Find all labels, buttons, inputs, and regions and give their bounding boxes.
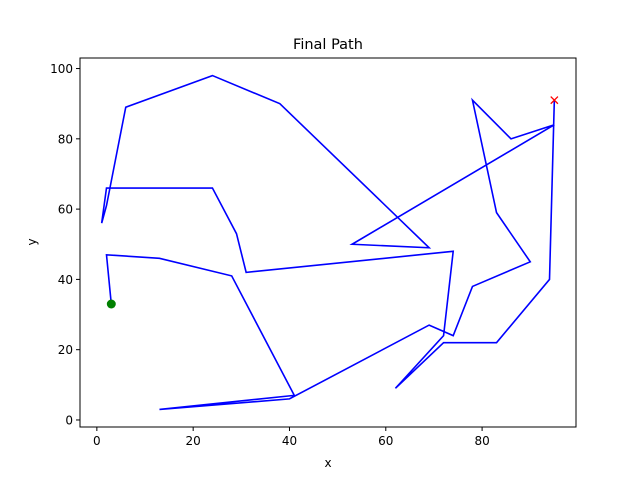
start-point-marker [106,299,116,309]
x-tick-label: 40 [282,434,297,448]
x-tick-label: 60 [378,434,393,448]
axis-ticks: 0 20 40 60 80 0 20 40 60 80 100 [50,62,490,448]
path-line [100,74,556,411]
y-tick-label: 80 [58,132,73,146]
chart-title: Final Path [293,37,363,53]
x-axis-label: x [324,456,331,470]
y-tick-label: 60 [58,203,73,217]
end-point-marker [550,96,559,105]
y-tick-label: 40 [58,273,73,287]
y-tick-label: 100 [50,62,73,76]
y-tick-label: 20 [58,343,73,357]
axes-frame [79,57,577,428]
y-axis-label: y [25,238,39,245]
x-tick-label: 80 [474,434,489,448]
x-tick-label: 0 [93,434,101,448]
y-tick-label: 0 [65,413,73,427]
plot-area [100,74,559,411]
x-tick-label: 20 [186,434,201,448]
